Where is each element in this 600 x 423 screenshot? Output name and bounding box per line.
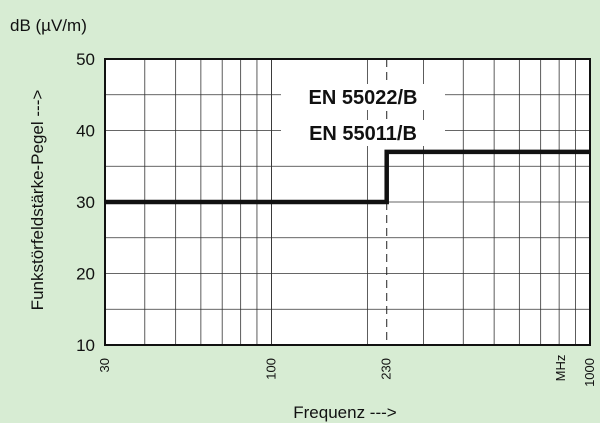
x-tick-label: 30 [97,358,112,372]
y-tick-label: 20 [76,265,95,284]
x-tick-label: 230 [379,358,394,380]
y-unit-label: dB (µV/m) [10,16,87,35]
standard-annotation: EN 55022/B [309,87,418,109]
x-tick-label: 1000 [582,358,597,387]
x-axis-title: Frequenz ---> [293,403,397,422]
annotations: EN 55022/B EN 55011/B [281,84,445,146]
series-layer [105,149,590,205]
x-tick-label: 100 [264,358,279,380]
annotation-bg [281,84,445,110]
y-axis-title: Funkstörfeldstärke-Pegel ---> [28,90,47,311]
x-unit-label: MHz [553,355,568,382]
tick-labels: 10 20 30 40 50 30 100 230 1000 [76,50,597,387]
y-tick-label: 50 [76,50,95,69]
annotation-bg [281,120,445,146]
standard-annotation: EN 55011/B [309,123,417,145]
y-tick-label: 10 [76,336,95,355]
y-tick-label: 40 [76,122,95,141]
y-tick-label: 30 [76,193,95,212]
limit-line [105,149,590,205]
